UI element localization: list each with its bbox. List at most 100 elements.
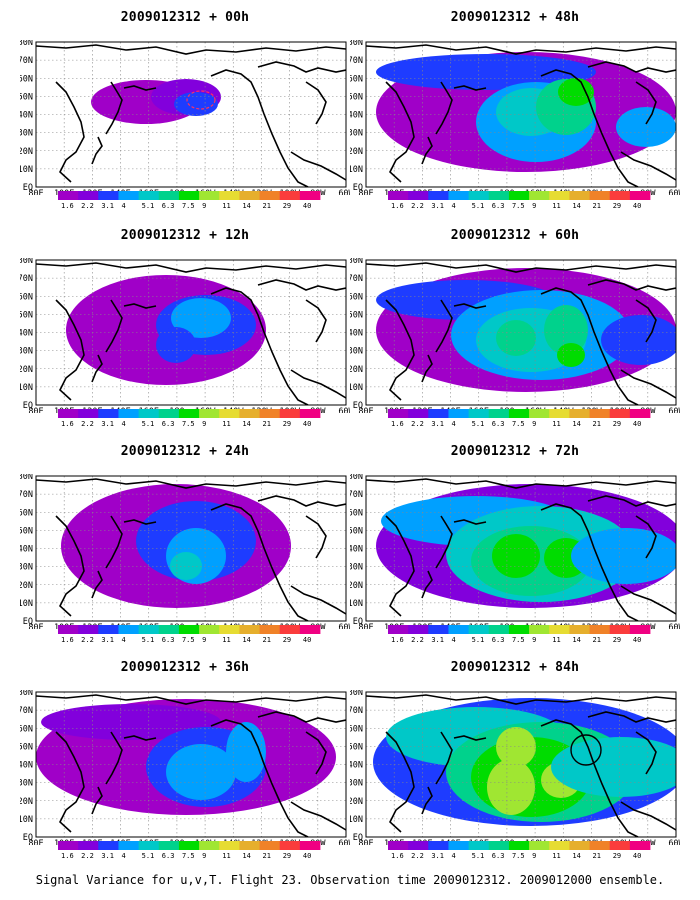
colorbar-swatch [78,841,99,850]
variance-contour [557,343,585,367]
lat-tick-label: 80N [20,40,33,48]
colorbar-swatch [609,191,631,200]
lat-tick-label: 50N [20,526,33,536]
colorbar-label: 3.1 [101,202,114,210]
colorbar-label: 7.5 [512,636,525,644]
panel-48h: 2009012312 + 48h 80N 70N 60N 50N 40N 30N 20N 10… [350,10,680,230]
colorbar-label: 9 [532,636,536,644]
colorbar-label: 3.1 [431,202,444,210]
lat-tick-label: 30N [350,779,363,789]
colorbar-swatch [508,625,530,634]
colorbar-swatch [388,191,409,200]
lon-tick-label: 80E [358,189,373,195]
lat-tick-label: 30N [350,129,363,139]
colorbar-swatch [138,409,160,418]
colorbar-swatch [279,625,301,634]
coastline [435,299,453,353]
colorbar-swatch [629,191,651,200]
coastline [366,44,676,55]
colorbar-label: 5.1 [142,202,155,210]
panel-72h: 2009012312 + 72h 80N 70N 60N 50N 40N 30N 20N 10… [350,444,680,664]
colorbar-label: 11 [552,202,560,210]
coastline [210,69,309,187]
colorbar-label: 3.1 [431,636,444,644]
map-72h: 80N70N60N50N40N30N20N10NEQ80E100E120E140… [350,474,680,629]
colorbar-label: 40 [633,202,641,210]
colorbar-label: 1.6 [61,852,74,860]
colorbar-swatch [279,409,301,418]
colorbar-label: 40 [633,852,641,860]
colorbar-swatch [549,625,570,634]
observation-region-marker [186,90,216,110]
colorbar-label: 2.2 [411,852,424,860]
colorbar-swatch [408,409,429,418]
coastline [635,731,657,775]
colorbar-label: 14 [242,636,250,644]
coastline [123,519,157,525]
colorbar-label: 3.1 [101,420,114,428]
coastline [620,801,676,831]
colorbar-label: 4 [451,420,455,428]
colorbar-swatch [299,625,321,634]
coastline [587,61,676,73]
lat-tick-label: 50N [20,92,33,102]
coastline [453,519,487,525]
colorbar-label: 11 [552,420,560,428]
panel-title: 2009012312 + 84h [450,660,580,675]
lat-tick-label: 10N [20,165,33,175]
colorbar-label: 9 [202,852,206,860]
colorbar-swatch [158,409,180,418]
lat-tick-label: 80N [350,474,363,482]
colorbar-swatch [468,841,490,850]
map-frame [365,475,677,622]
colorbar-swatch [609,409,631,418]
variance-contour [558,78,594,106]
colorbar-label: 6.3 [492,852,505,860]
variance-contour [166,744,236,800]
colorbar-label: 21 [593,636,601,644]
colorbar-label: 7.5 [512,852,525,860]
colorbar: 1.6 2.2 3.1 4 5.1 6.3 7.5 9 11 14 21 29 40 [388,409,651,428]
lat-tick-label: EQ [23,401,33,411]
map-00h: 80N70N60N50N40N30N20N10NEQ80E100E120E140… [20,40,350,195]
colorbar-swatch [508,841,530,850]
lat-tick-label: 10N [350,165,363,175]
colorbar: 1.6 2.2 3.1 4 5.1 6.3 7.5 9 11 14 21 29 40 [58,191,321,210]
lat-tick-label: 80N [350,690,363,698]
colorbar-label: 2.2 [411,202,424,210]
colorbar-label: 4 [121,202,125,210]
lat-tick-label: EQ [353,833,363,843]
variance-contour [174,92,218,116]
lon-tick-label: 80E [28,623,43,629]
colorbar-swatch [529,625,550,634]
colorbar-label: 1.6 [61,420,74,428]
colorbar-swatch [529,191,550,200]
colorbar-label: 4 [451,202,455,210]
colorbar-swatch [529,409,550,418]
colorbar-swatch [388,841,409,850]
colorbar-label: 21 [593,202,601,210]
colorbar-label: 29 [613,852,621,860]
colorbar-label: 40 [303,420,311,428]
colorbar-swatch [219,191,240,200]
colorbar-label: 4 [121,852,125,860]
colorbar-swatch [219,409,240,418]
colorbar-label: 2.2 [81,202,94,210]
lat-tick-label: 50N [350,526,363,536]
lat-tick-label: 70N [20,274,33,284]
lat-tick-label: EQ [353,617,363,627]
coastline [620,151,676,181]
panel-24h: 2009012312 + 24h 80N 70N 60N 50N 40N 30N 20N 10… [20,444,350,664]
colorbar-swatch [98,625,119,634]
colorbar-swatch [199,841,220,850]
colorbar-label: 29 [283,636,291,644]
colorbar-swatch [488,409,510,418]
lon-tick-label: 60W [668,623,680,629]
colorbar: 1.6 2.2 3.1 4 5.1 6.3 7.5 9 11 14 21 29 40 [388,191,651,210]
coastline [587,279,676,291]
coastline [305,515,327,559]
panel-title: 2009012312 + 24h [120,444,250,459]
coastline [421,786,433,815]
colorbar-swatch [259,409,281,418]
colorbar-swatch [259,841,281,850]
